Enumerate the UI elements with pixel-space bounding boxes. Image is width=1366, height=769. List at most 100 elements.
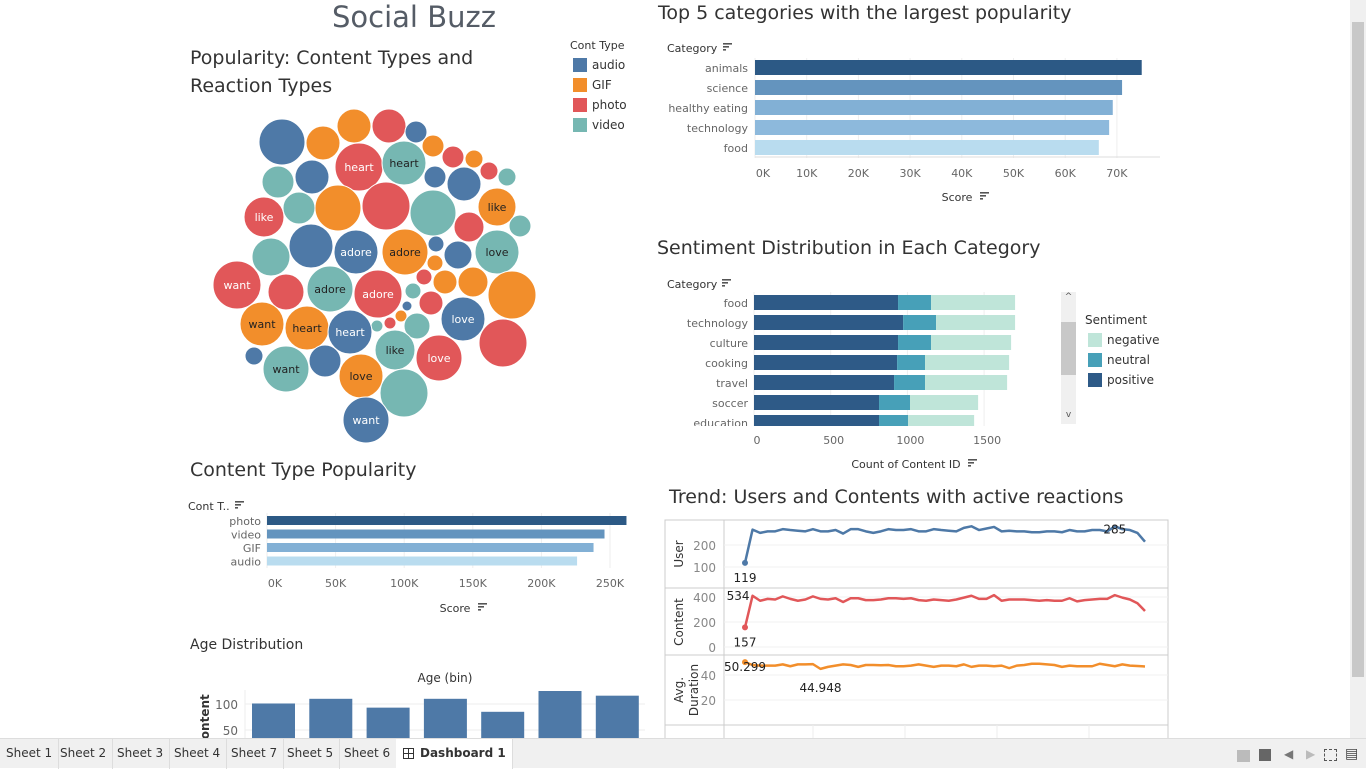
age-bar[interactable]: [481, 711, 525, 738]
bubble-GIF[interactable]: [432, 269, 458, 295]
bubble-video[interactable]: [474, 229, 520, 275]
legend-swatch-neutral[interactable]: [1088, 353, 1102, 367]
age-bar[interactable]: [252, 703, 295, 738]
tab-dashboard-1[interactable]: Dashboard 1: [396, 739, 513, 769]
bubble-audio[interactable]: [443, 240, 473, 270]
bubble-video[interactable]: [262, 345, 310, 393]
top5-axis-header[interactable]: Category: [667, 42, 718, 55]
bubble-GIF[interactable]: [477, 187, 517, 227]
sort-icon[interactable]: [723, 49, 726, 51]
bar-culture-neutral[interactable]: [898, 335, 932, 350]
scroll-up-icon[interactable]: ^: [1064, 292, 1073, 302]
bubble-audio[interactable]: [427, 235, 445, 253]
bar-audio[interactable]: [267, 556, 578, 566]
bubble-video[interactable]: [409, 189, 457, 237]
bubble-GIF[interactable]: [421, 134, 445, 158]
bar-travel-positive[interactable]: [754, 375, 895, 390]
x-axis-title[interactable]: Count of Content ID: [851, 458, 960, 471]
bubble-photo[interactable]: [361, 181, 411, 231]
bubble-audio[interactable]: [333, 229, 379, 275]
bubble-video[interactable]: [403, 312, 431, 340]
legend-swatch-negative[interactable]: [1088, 333, 1102, 347]
fullscreen-icon[interactable]: [1324, 749, 1337, 761]
bubble-GIF[interactable]: [394, 309, 408, 323]
bar-food-positive[interactable]: [754, 295, 899, 310]
bubble-photo[interactable]: [478, 318, 528, 368]
tab-sheet-3[interactable]: Sheet 3: [111, 739, 171, 769]
single-view-icon[interactable]: [1259, 749, 1271, 761]
sort-icon[interactable]: [235, 507, 238, 509]
bubble-photo[interactable]: [479, 161, 499, 181]
bubble-audio[interactable]: [308, 344, 342, 378]
bar-culture-negative[interactable]: [931, 335, 1012, 350]
age-bar[interactable]: [366, 707, 410, 738]
sort-icon[interactable]: [235, 501, 244, 503]
sort-icon[interactable]: [980, 192, 989, 194]
bubble-photo[interactable]: [418, 290, 444, 316]
bar-cooking-negative[interactable]: [925, 355, 1010, 370]
sort-icon[interactable]: [478, 606, 484, 608]
bar-education-positive[interactable]: [754, 415, 880, 430]
bar-soccer-negative[interactable]: [910, 395, 979, 410]
bar-animals[interactable]: [755, 60, 1142, 75]
legend-swatch-positive[interactable]: [1088, 373, 1102, 387]
bar-cooking-neutral[interactable]: [897, 355, 926, 370]
bar-soccer-positive[interactable]: [754, 395, 880, 410]
line-avg-duration[interactable]: [744, 660, 1146, 671]
legend-label-neutral[interactable]: neutral: [1107, 353, 1150, 367]
bar-technology-positive[interactable]: [754, 315, 904, 330]
age-bar[interactable]: [309, 698, 353, 738]
grid-view-icon[interactable]: [1237, 750, 1250, 762]
legend-swatch-audio[interactable]: [573, 58, 587, 72]
sort-icon[interactable]: [968, 462, 974, 464]
sort-icon[interactable]: [478, 609, 481, 611]
bubble-GIF[interactable]: [314, 184, 362, 232]
bubble-video[interactable]: [508, 214, 532, 238]
next-icon[interactable]: ▶: [1306, 747, 1316, 761]
bubble-GIF[interactable]: [336, 108, 372, 144]
legend-label-photo[interactable]: photo: [592, 98, 627, 112]
bar-soccer-neutral[interactable]: [879, 395, 911, 410]
bubble-video[interactable]: [379, 368, 429, 418]
bubble-photo[interactable]: [267, 273, 305, 311]
bubble-video[interactable]: [404, 282, 422, 300]
tab-sheet-4[interactable]: Sheet 4: [168, 739, 228, 769]
bubble-audio[interactable]: [404, 120, 428, 144]
x-axis-title[interactable]: Score: [440, 602, 471, 615]
legend-label-audio[interactable]: audio: [592, 58, 626, 72]
bubble-photo[interactable]: [453, 211, 485, 243]
bubble-GIF[interactable]: [464, 149, 484, 169]
bar-photo[interactable]: [267, 516, 627, 525]
line-content[interactable]: [743, 593, 1146, 628]
bubble-audio[interactable]: [401, 300, 413, 312]
bubble-video[interactable]: [282, 191, 316, 225]
data-point[interactable]: [742, 624, 748, 631]
bar-culture-positive[interactable]: [754, 335, 899, 350]
sort-icon[interactable]: [723, 43, 732, 45]
bubble-photo[interactable]: [383, 316, 397, 330]
bubble-photo[interactable]: [243, 196, 285, 238]
bubble-audio[interactable]: [294, 159, 330, 195]
bubble-GIF[interactable]: [487, 270, 537, 320]
bar-healthy-eating[interactable]: [755, 100, 1113, 115]
bubble-video[interactable]: [306, 265, 354, 313]
x-axis-title[interactable]: Score: [942, 191, 973, 204]
legend-label-gif[interactable]: GIF: [592, 78, 612, 92]
bubble-audio[interactable]: [244, 346, 264, 366]
tab-sheet-1[interactable]: Sheet 1: [0, 739, 60, 769]
bubble-photo[interactable]: [415, 268, 433, 286]
tab-sheet-5[interactable]: Sheet 5: [281, 739, 341, 769]
sort-icon[interactable]: [235, 504, 241, 506]
presentation-icon[interactable]: ▤: [1345, 746, 1359, 762]
tab-sheet-6[interactable]: Sheet 6: [338, 739, 398, 769]
bar-technology-negative[interactable]: [936, 315, 1016, 330]
sort-icon[interactable]: [722, 285, 725, 287]
legend-swatch-video[interactable]: [573, 118, 587, 132]
sort-icon[interactable]: [980, 195, 986, 197]
age-bar[interactable]: [538, 691, 582, 738]
bubble-audio[interactable]: [288, 223, 334, 269]
legend-label-video[interactable]: video: [592, 118, 625, 132]
bubble-photo[interactable]: [371, 108, 407, 144]
age-bar[interactable]: [423, 698, 467, 738]
legend-label-negative[interactable]: negative: [1107, 333, 1160, 347]
